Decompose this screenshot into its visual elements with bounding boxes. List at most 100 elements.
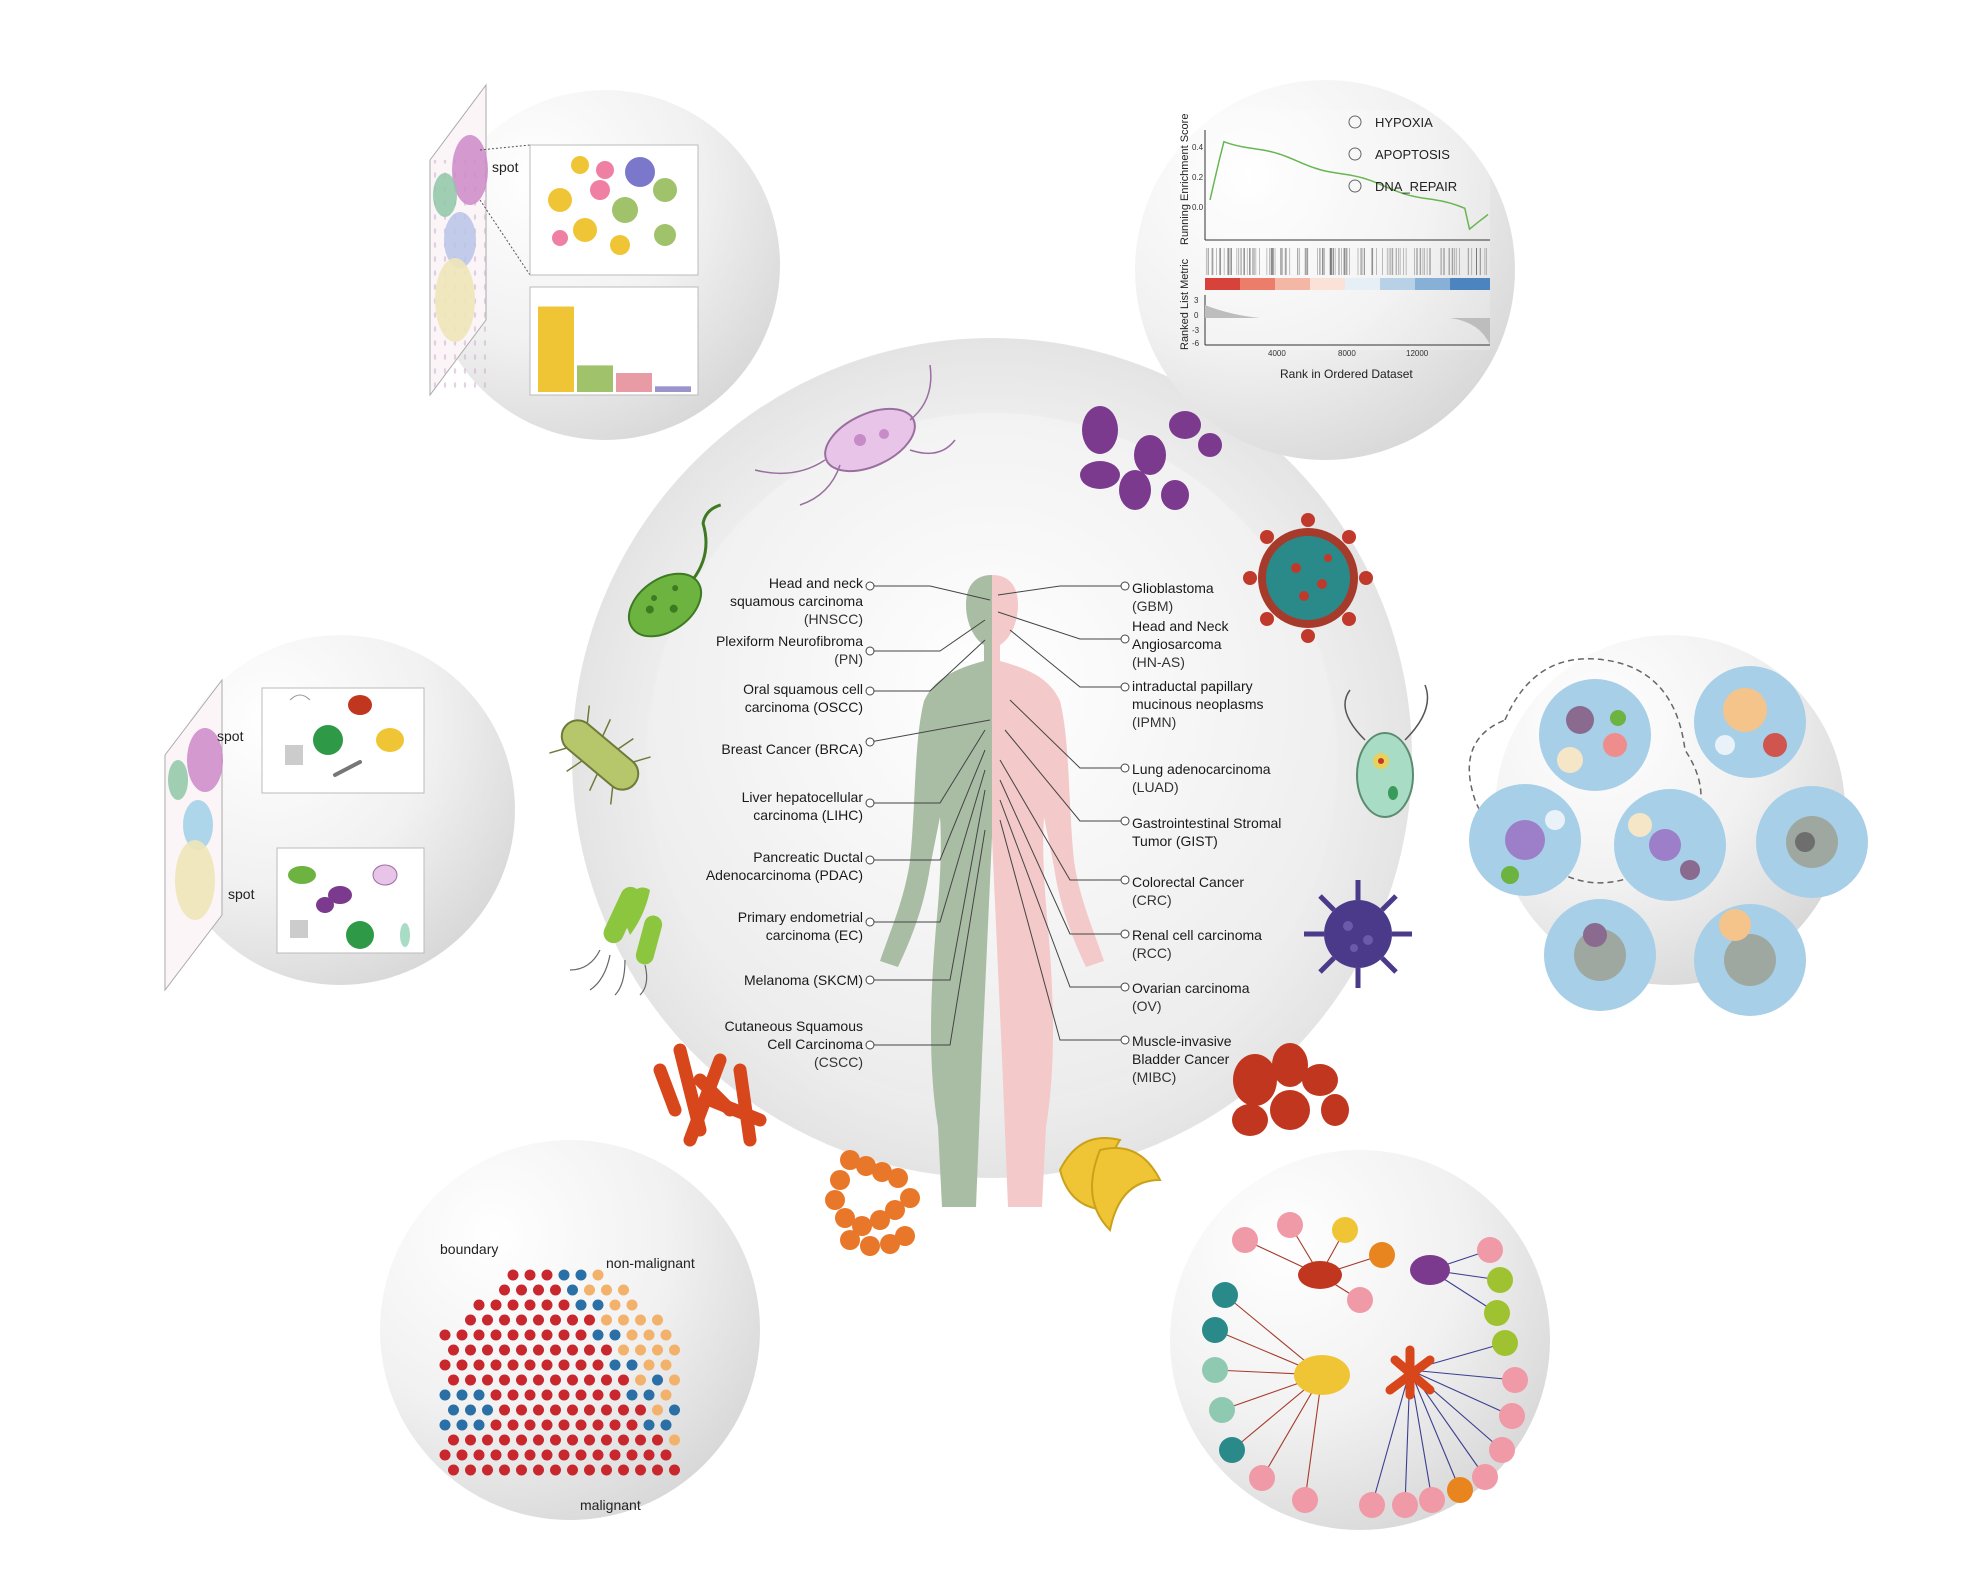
ytick-bottom-3: -6	[1192, 339, 1200, 348]
flagellated-bacteria-icon	[569, 886, 663, 996]
label-line: mucinous neoplasms	[1132, 696, 1264, 712]
tissue-spot	[558, 1269, 570, 1281]
proportion-bar	[616, 373, 652, 392]
network-hub-icons	[1294, 1255, 1450, 1400]
tissue-spot	[567, 1434, 578, 1446]
tissue-spot	[575, 1389, 587, 1401]
label-line: Ovarian carcinoma	[1132, 980, 1250, 996]
ytick-bottom-0: 3	[1194, 296, 1199, 305]
tissue-spot	[601, 1284, 612, 1296]
tissue-spot	[499, 1314, 510, 1326]
label-luad: Lung adenocarcinoma (LUAD)	[1132, 760, 1271, 796]
tissue-spot	[592, 1269, 604, 1281]
tissue-spot	[448, 1374, 459, 1386]
tissue-spot	[584, 1374, 595, 1386]
network-node	[1447, 1477, 1473, 1503]
tissue-spot	[584, 1284, 595, 1296]
tissue-spot	[456, 1329, 468, 1341]
tissue-spot	[507, 1269, 519, 1281]
tissue-spot	[618, 1344, 629, 1356]
network-edge	[1304, 1374, 1323, 1501]
gsea-ylabel-bottom: Ranked List Metric	[1179, 258, 1191, 350]
tissue-spot	[584, 1434, 595, 1446]
gene-hit-ticks	[1205, 248, 1487, 275]
tissue-spot	[456, 1419, 468, 1431]
label-line: Adenocarcinoma (PDAC)	[705, 867, 863, 883]
tissue-spot	[456, 1359, 468, 1371]
label-line: Gastrointestinal Stromal	[1132, 815, 1282, 831]
leader-lines	[869, 585, 1125, 1046]
label-line: Pancreatic Ductal	[753, 849, 863, 865]
network-node	[1492, 1330, 1518, 1356]
tissue-spot	[618, 1284, 629, 1296]
proportion-bars	[538, 306, 691, 392]
tissue-spot	[584, 1464, 595, 1476]
network-node	[1484, 1300, 1510, 1326]
label-line: Cell Carcinoma	[767, 1036, 863, 1052]
network-node	[1477, 1237, 1503, 1263]
label-line: intraductal papillary	[1132, 678, 1253, 694]
tissue-spot	[669, 1374, 680, 1386]
label-hn-as: Head and Neck Angiosarcoma (HN-AS)	[1132, 617, 1229, 671]
tissue-spot	[601, 1344, 612, 1356]
rod-bacterium-icon	[549, 705, 651, 805]
tissue-spot	[567, 1464, 578, 1476]
label-line: Oral squamous cell	[743, 681, 863, 697]
network-node	[1209, 1397, 1235, 1423]
tissue-spot	[558, 1389, 570, 1401]
tissue-spot	[609, 1329, 621, 1341]
microbe-spot-panel: spot spot	[164, 635, 515, 992]
network-node	[1499, 1403, 1525, 1429]
tissue-spot	[643, 1389, 655, 1401]
tissue-spot	[490, 1359, 502, 1371]
label-line: carcinoma (LIHC)	[753, 807, 863, 823]
tissue-spot	[516, 1284, 527, 1296]
tissue-spot	[652, 1464, 663, 1476]
tissue-spot	[507, 1419, 519, 1431]
tissue-spot	[660, 1329, 672, 1341]
label-pdac: Pancreatic Ductal Adenocarcinoma (PDAC)	[706, 848, 863, 884]
tissue-spot	[575, 1299, 587, 1311]
tissue-spot	[652, 1374, 663, 1386]
network-node	[1202, 1357, 1228, 1383]
tissue-spot	[558, 1449, 570, 1461]
tissue-spot	[558, 1299, 570, 1311]
tissue-spot	[490, 1329, 502, 1341]
tissue-spot	[524, 1299, 536, 1311]
tissue-spot	[482, 1314, 493, 1326]
network-node	[1487, 1267, 1513, 1293]
tissue-spot	[490, 1449, 502, 1461]
tissue-spot	[592, 1389, 604, 1401]
tissue-spot	[473, 1389, 485, 1401]
tissue-spot	[456, 1449, 468, 1461]
tissue-spot	[635, 1464, 646, 1476]
tissue-spot	[550, 1404, 561, 1416]
tissue-spot	[465, 1434, 476, 1446]
tissue-spot	[507, 1359, 519, 1371]
ytick-bottom-1: 0	[1194, 311, 1199, 320]
tissue-spot	[516, 1314, 527, 1326]
network-edge	[1409, 1369, 1513, 1417]
label-line: (HN-AS)	[1132, 654, 1185, 670]
label-line: Glioblastoma	[1132, 580, 1214, 596]
tissue-spot	[448, 1434, 459, 1446]
tissue-spot	[609, 1419, 621, 1431]
gsea-ylabel-top: Running Enrichment Score	[1179, 114, 1191, 245]
body-right-half	[992, 575, 1104, 1207]
tissue-spot	[516, 1434, 527, 1446]
label-line: Cutaneous Squamous	[724, 1018, 863, 1034]
spot-grid	[439, 1269, 680, 1476]
tissue-spot	[533, 1434, 544, 1446]
tissue-spot	[533, 1404, 544, 1416]
network-node	[1392, 1492, 1418, 1518]
tissue-spot	[490, 1299, 502, 1311]
tissue-spot	[482, 1464, 493, 1476]
tissue-spot	[618, 1404, 629, 1416]
tissue-spot	[575, 1269, 587, 1281]
network-node	[1359, 1492, 1385, 1518]
label-non-malignant: non-malignant	[606, 1255, 695, 1271]
tissue-spot	[601, 1464, 612, 1476]
gsea-axes	[1204, 130, 1490, 346]
tissue-spot	[609, 1389, 621, 1401]
xtick-2: 12000	[1406, 349, 1429, 358]
